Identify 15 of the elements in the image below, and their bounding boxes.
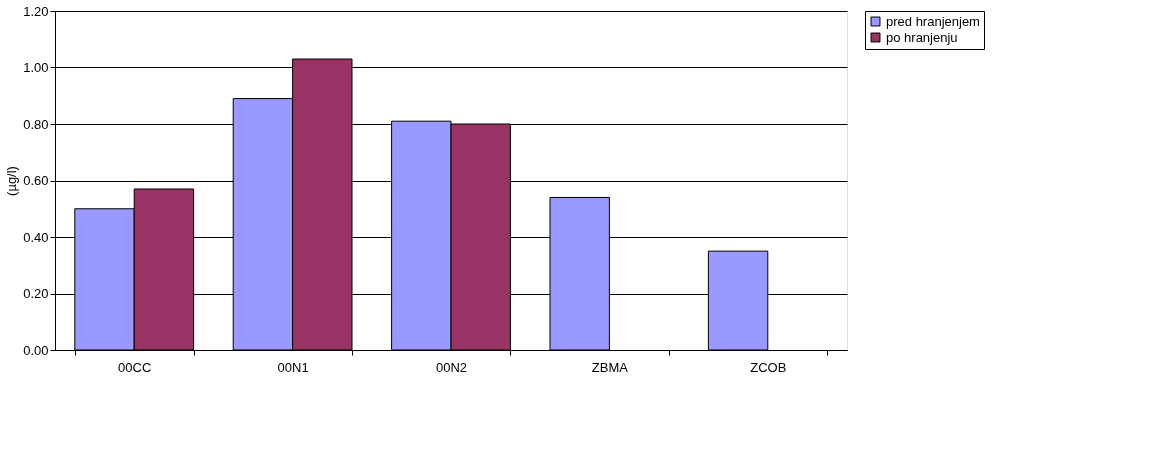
y-tick-label: 0.80: [23, 116, 49, 132]
x-tick-label: 00CC: [118, 359, 152, 375]
x-tick-label: ZCOB: [750, 359, 787, 375]
legend-label: pred hranjenjem: [886, 13, 980, 29]
y-tick-label: 0.40: [23, 229, 49, 245]
y-tick-label: 0.00: [23, 342, 49, 358]
legend-label: po hranjenju: [886, 29, 958, 45]
y-tick-label: 0.20: [23, 286, 49, 301]
y-tick-label: 0.60: [23, 173, 49, 188]
x-tick-label: 00N1: [277, 359, 309, 375]
y-tick-label: 1.20: [23, 3, 49, 19]
x-tick-label: 00N2: [435, 359, 468, 375]
y-axis-title: (µg/l): [4, 166, 20, 196]
x-tick-label: ZBMA: [591, 359, 629, 375]
y-tick-label: 1.00: [23, 60, 49, 75]
